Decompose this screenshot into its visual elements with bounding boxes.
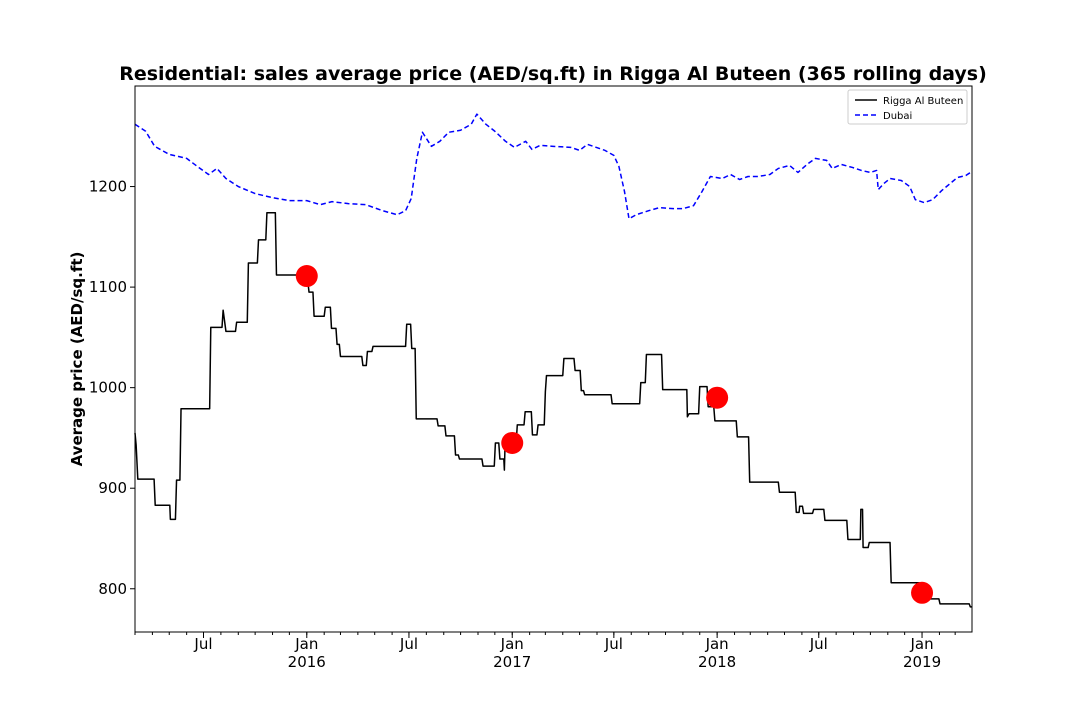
y-axis-label: Average price (AED/sq.ft) — [68, 252, 86, 467]
x-tick-label: Jan — [705, 635, 729, 653]
data-point-marker-3 — [706, 386, 729, 409]
y-tick-label: 800 — [98, 580, 127, 598]
y-tick-label: 1000 — [89, 379, 127, 397]
series-line-dubai — [134, 113, 973, 220]
series-line-rigga-al-buteen — [134, 211, 972, 608]
x-tick-label: Jul — [809, 635, 828, 653]
x-tick-label: Jan — [909, 635, 933, 653]
x-tick-label: Jul — [399, 635, 418, 653]
legend-label-dubai: Dubai — [883, 111, 912, 122]
data-point-marker-4 — [911, 581, 934, 604]
plot-area — [134, 113, 973, 608]
data-point-marker-1 — [295, 265, 318, 288]
x-tick-year-label: 2018 — [698, 653, 736, 671]
legend: Rigga Al Buteen Dubai — [847, 89, 968, 125]
plot-frame — [134, 85, 973, 633]
x-tick-year-label: 2017 — [493, 653, 531, 671]
x-tick-label: Jan — [500, 635, 524, 653]
y-tick-label: 1200 — [89, 178, 127, 196]
legend-label-rigga: Rigga Al Buteen — [883, 96, 963, 107]
y-tick-label: 900 — [98, 479, 127, 497]
legend-box — [847, 89, 968, 125]
chart-title: Residential: sales average price (AED/sq… — [119, 63, 987, 85]
y-tick-label: 1100 — [89, 278, 127, 296]
data-point-marker-2 — [501, 431, 524, 454]
x-tick-year-label: 2019 — [903, 653, 941, 671]
x-tick-label: Jul — [193, 635, 212, 653]
x-tick-year-label: 2016 — [288, 653, 326, 671]
x-tick-label: Jul — [604, 635, 623, 653]
x-tick-label: Jan — [294, 635, 318, 653]
